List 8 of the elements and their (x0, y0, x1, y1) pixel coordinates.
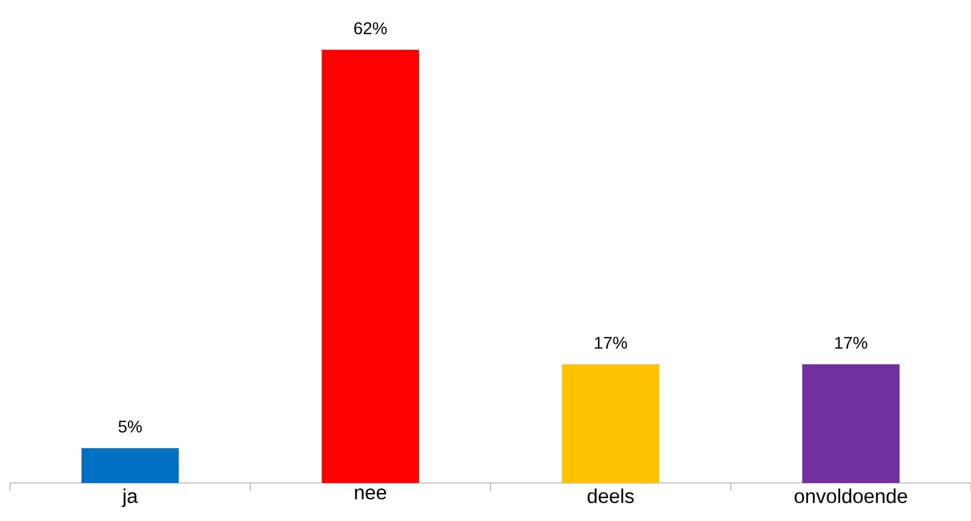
x-tick-label: deels (588, 488, 634, 504)
data-label: 17% (594, 336, 627, 349)
x-tick-label: ja (122, 488, 138, 508)
data-label: 17% (835, 336, 868, 349)
data-label: 5% (118, 420, 142, 433)
data-label: 62% (354, 22, 387, 34)
x-tick-label: nee (355, 488, 386, 500)
x-tick-label: onvoldoende (794, 488, 908, 504)
